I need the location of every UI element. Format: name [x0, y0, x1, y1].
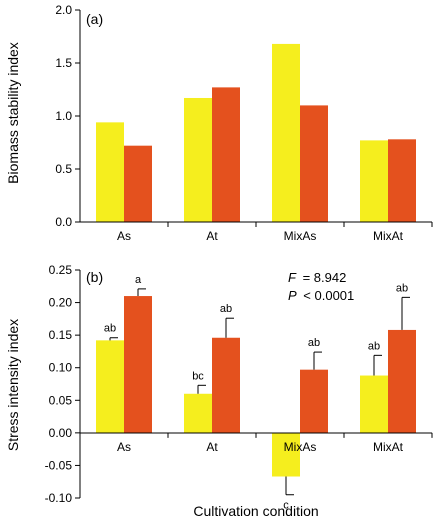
bar-mixat-series1 — [360, 375, 388, 433]
bar-at-series1 — [184, 393, 212, 433]
panel-b-label: (b) — [86, 269, 103, 285]
panel-b-error-bars — [109, 288, 410, 496]
bar-as-series1 — [96, 340, 124, 433]
y-tick-label: 2.0 — [55, 3, 72, 17]
panel-a-y-ticks: 0.0 0.5 1.0 1.5 2.0 — [55, 3, 80, 229]
bar-as-series2 — [124, 145, 152, 222]
x-tick-label-at: At — [206, 229, 218, 243]
y-tick-label: -0.05 — [45, 458, 73, 472]
bar-mixat-series2 — [388, 139, 416, 222]
y-tick-label: 0.15 — [49, 328, 73, 342]
bar-as-series1 — [96, 122, 124, 222]
x-axis-title: Cultivation condition — [193, 503, 318, 519]
x-tick-label-mixat: MixAt — [373, 229, 404, 243]
sig-letter-as-series2: a — [135, 274, 142, 286]
y-tick-label: 1.5 — [55, 56, 72, 70]
bar-at-series2 — [212, 337, 240, 433]
sig-letter-mixas-series2: ab — [308, 337, 320, 349]
y-tick-label: 0.25 — [49, 263, 73, 277]
p-value: < 0.0001 — [303, 288, 354, 303]
x-tick-label-mixat: MixAt — [373, 440, 404, 454]
y-tick-label: -0.10 — [45, 491, 73, 505]
y-tick-label: 1.0 — [55, 109, 72, 123]
sig-letter-mixas-series1: c — [283, 500, 289, 512]
x-tick-label-mixas: MixAs — [284, 229, 317, 243]
bar-as-series2 — [124, 296, 152, 433]
panel-b-bars — [96, 296, 416, 477]
p-statistic: P < 0.0001 — [288, 288, 354, 303]
sig-letter-at-series1: bc — [192, 370, 204, 382]
panel-b-y-ticks: -0.10 -0.05 0.00 0.05 0.10 0.15 0.20 0.25 — [45, 263, 80, 505]
panel-a-bars — [96, 43, 416, 222]
sig-letter-at-series2: ab — [220, 303, 232, 315]
x-tick-label-at: At — [206, 440, 218, 454]
panel-a-label: (a) — [86, 11, 103, 27]
f-value: = 8.942 — [303, 270, 347, 285]
x-tick-label-as: As — [117, 229, 131, 243]
y-tick-label: 0.10 — [49, 361, 73, 375]
bar-mixas-series2 — [300, 105, 328, 222]
bar-mixas-series1 — [272, 432, 300, 477]
x-tick-label-mixas: MixAs — [284, 440, 317, 454]
panel-b-x-ticks: As At MixAs MixAt — [117, 432, 433, 454]
sig-letter-mixat-series1: ab — [368, 340, 380, 352]
y-tick-label: 0.00 — [49, 426, 73, 440]
bar-mixat-series1 — [360, 140, 388, 222]
panel-a-x-ticks: As At MixAs MixAt — [117, 222, 433, 243]
panel-b-ylabel: Stress intensity index — [5, 319, 21, 451]
bar-mixas-series2 — [300, 369, 328, 433]
p-symbol: P — [288, 288, 297, 303]
y-tick-label: 0.20 — [49, 296, 73, 310]
f-symbol: F — [288, 270, 297, 285]
sig-letter-as-series1: ab — [104, 323, 116, 335]
f-statistic: F = 8.942 — [288, 270, 346, 285]
panel-a-biomass-stability: Biomass stability index (a) 0.0 0.5 1.0 1.5… — [5, 3, 433, 243]
y-tick-label: 0.0 — [55, 215, 72, 229]
bar-at-series1 — [184, 97, 212, 222]
bar-at-series2 — [212, 87, 240, 222]
bar-mixat-series2 — [388, 329, 416, 433]
x-tick-label-as: As — [117, 440, 131, 454]
bar-mixas-series1 — [272, 43, 300, 222]
y-tick-label: 0.5 — [55, 162, 72, 176]
y-tick-label: 0.05 — [49, 393, 73, 407]
panel-a-ylabel: Biomass stability index — [5, 42, 21, 184]
sig-letter-mixat-series2: ab — [396, 282, 408, 294]
